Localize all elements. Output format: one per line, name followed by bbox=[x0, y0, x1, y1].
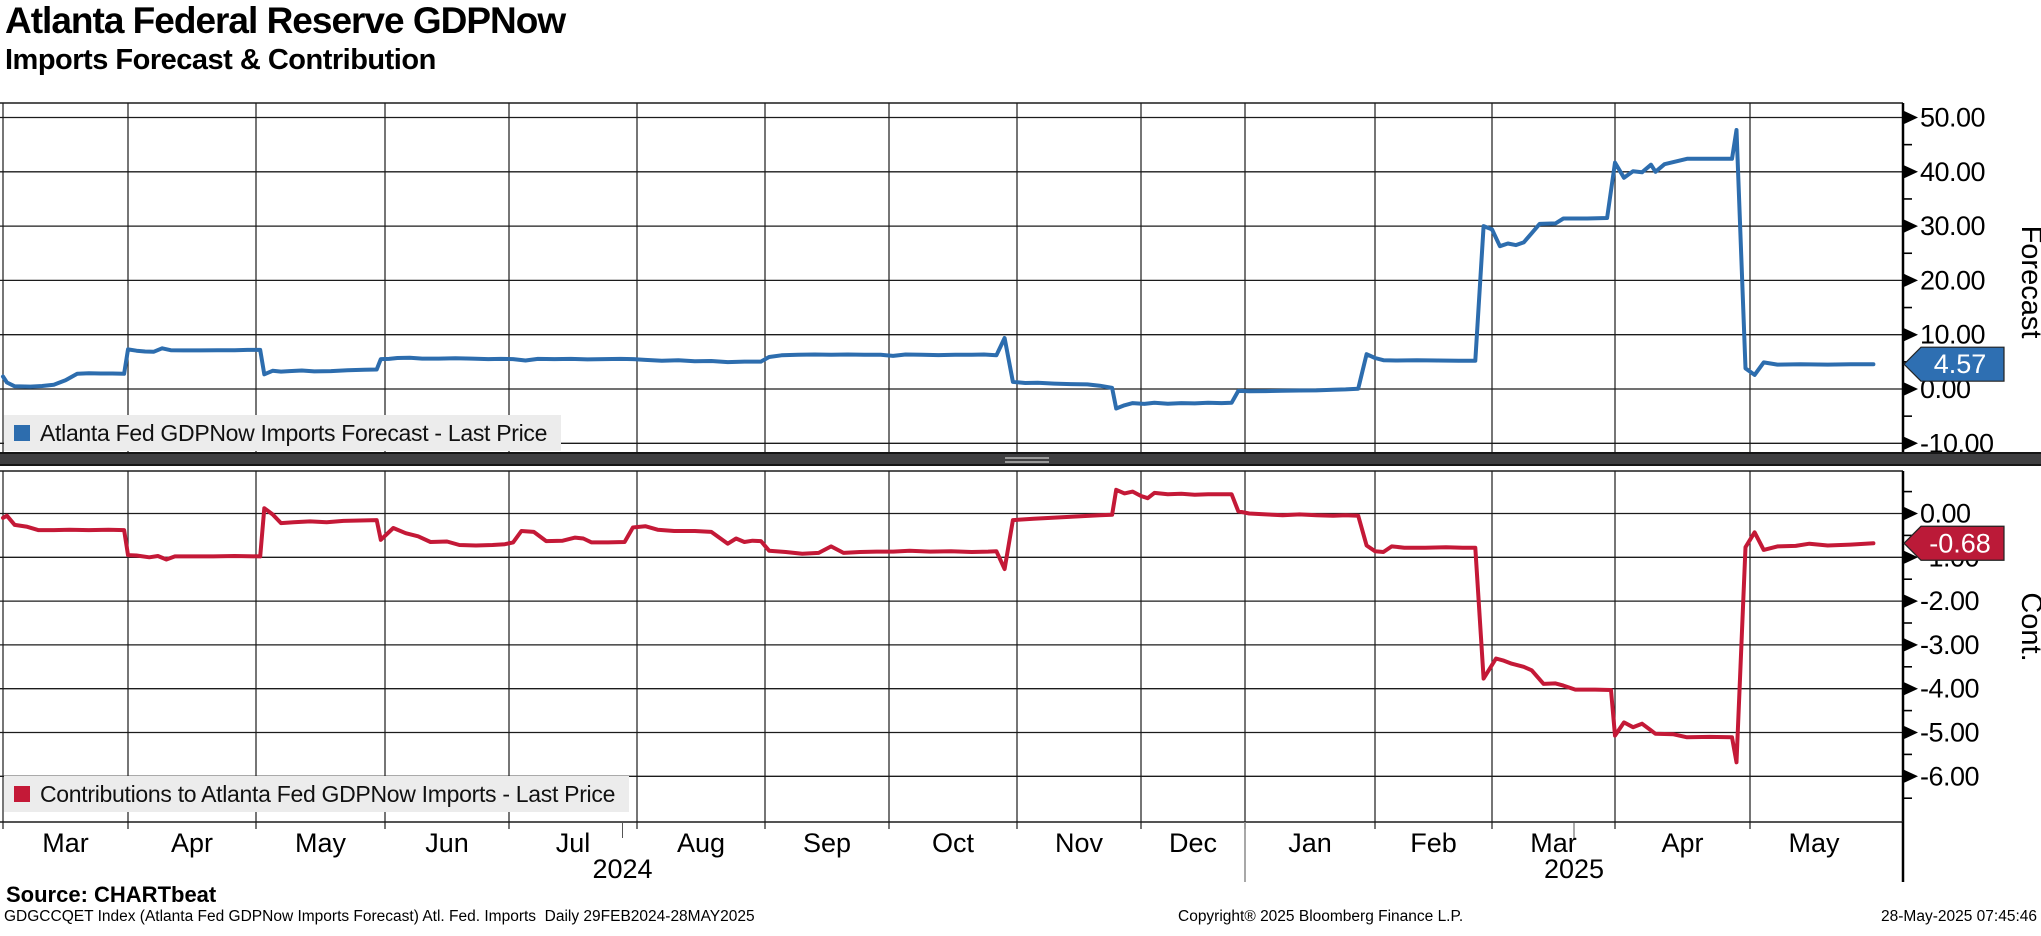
x-axis-month-label: Aug bbox=[677, 828, 725, 858]
forecast-axis-tick-label: 40.00 bbox=[1920, 157, 1985, 187]
forecast-axis-tick-label: 50.00 bbox=[1920, 103, 1985, 133]
contribution-legend-swatch bbox=[14, 786, 30, 802]
contribution-last-price-tag[interactable]: -0.68 bbox=[1903, 525, 2005, 561]
x-axis-month-label: Feb bbox=[1410, 828, 1457, 858]
x-axis-month-label: May bbox=[295, 828, 347, 858]
contribution-axis-tick-label: 0.00 bbox=[1920, 499, 1971, 529]
x-axis-year-label: 2025 bbox=[1544, 854, 1604, 884]
contribution-axis-tick-label: -2.00 bbox=[1920, 586, 1979, 616]
contribution-axis-tick-label: -3.00 bbox=[1920, 630, 1979, 660]
x-axis-month-label: Nov bbox=[1055, 828, 1104, 858]
contribution-axis-tick-label: -5.00 bbox=[1920, 718, 1979, 748]
forecast-last-price-tag-value: 4.57 bbox=[1934, 349, 1987, 379]
x-axis-month-label: Oct bbox=[932, 828, 975, 858]
forecast-axis-tick-label: 20.00 bbox=[1920, 265, 1985, 295]
legend-forecast[interactable]: Atlanta Fed GDPNow Imports Forecast - La… bbox=[4, 415, 562, 451]
chart-title: Atlanta Federal Reserve GDPNow bbox=[5, 0, 566, 41]
x-axis-month-label: Mar bbox=[42, 828, 89, 858]
x-axis-month-label: Jan bbox=[1288, 828, 1332, 858]
x-axis-month-label: Jun bbox=[425, 828, 469, 858]
panel-splitter[interactable] bbox=[0, 452, 2041, 466]
forecast-axis-title: Forecast bbox=[2015, 226, 2041, 339]
forecast-legend-swatch bbox=[14, 425, 30, 441]
timestamp: 28-May-2025 07:45:46 bbox=[1881, 908, 2037, 925]
x-axis-month-label: May bbox=[1788, 828, 1840, 858]
chart-subtitle: Imports Forecast & Contribution bbox=[5, 44, 436, 76]
forecast-last-price-tag[interactable]: 4.57 bbox=[1903, 346, 2005, 382]
x-axis-month-label: Sep bbox=[803, 828, 851, 858]
contribution-line[interactable] bbox=[1, 487, 1876, 765]
contribution-axis-tick-label: -6.00 bbox=[1920, 761, 1979, 791]
forecast-legend-label: Atlanta Fed GDPNow Imports Forecast - La… bbox=[40, 419, 548, 446]
x-axis-month-label: Jul bbox=[556, 828, 591, 858]
x-axis-month-label: Mar bbox=[1530, 828, 1577, 858]
contribution-legend-label: Contributions to Atlanta Fed GDPNow Impo… bbox=[40, 780, 616, 807]
forecast-axis-tick-label: 30.00 bbox=[1920, 211, 1985, 241]
contribution-last-price-tag-value: -0.68 bbox=[1929, 528, 1991, 558]
x-axis-month-label: Dec bbox=[1169, 828, 1217, 858]
security-description: GDGCCQET Index (Atlanta Fed GDPNow Impor… bbox=[4, 908, 755, 925]
contribution-axis-title: Cont. bbox=[2015, 592, 2041, 661]
forecast-axis-tick-label: 10.00 bbox=[1920, 320, 1985, 350]
forecast-line[interactable] bbox=[1, 128, 1876, 411]
source-note: Source: CHARTbeat bbox=[6, 882, 217, 907]
x-axis-year-label: 2024 bbox=[592, 854, 652, 884]
legend-contribution[interactable]: Contributions to Atlanta Fed GDPNow Impo… bbox=[4, 776, 630, 812]
splitter-handle-icon bbox=[1005, 457, 1049, 463]
x-axis-month-label: Apr bbox=[1661, 828, 1703, 858]
contribution-axis-tick-label: -4.00 bbox=[1920, 674, 1979, 704]
x-axis-month-label: Apr bbox=[171, 828, 213, 858]
copyright-note: Copyright® 2025 Bloomberg Finance L.P. bbox=[1178, 908, 1464, 925]
